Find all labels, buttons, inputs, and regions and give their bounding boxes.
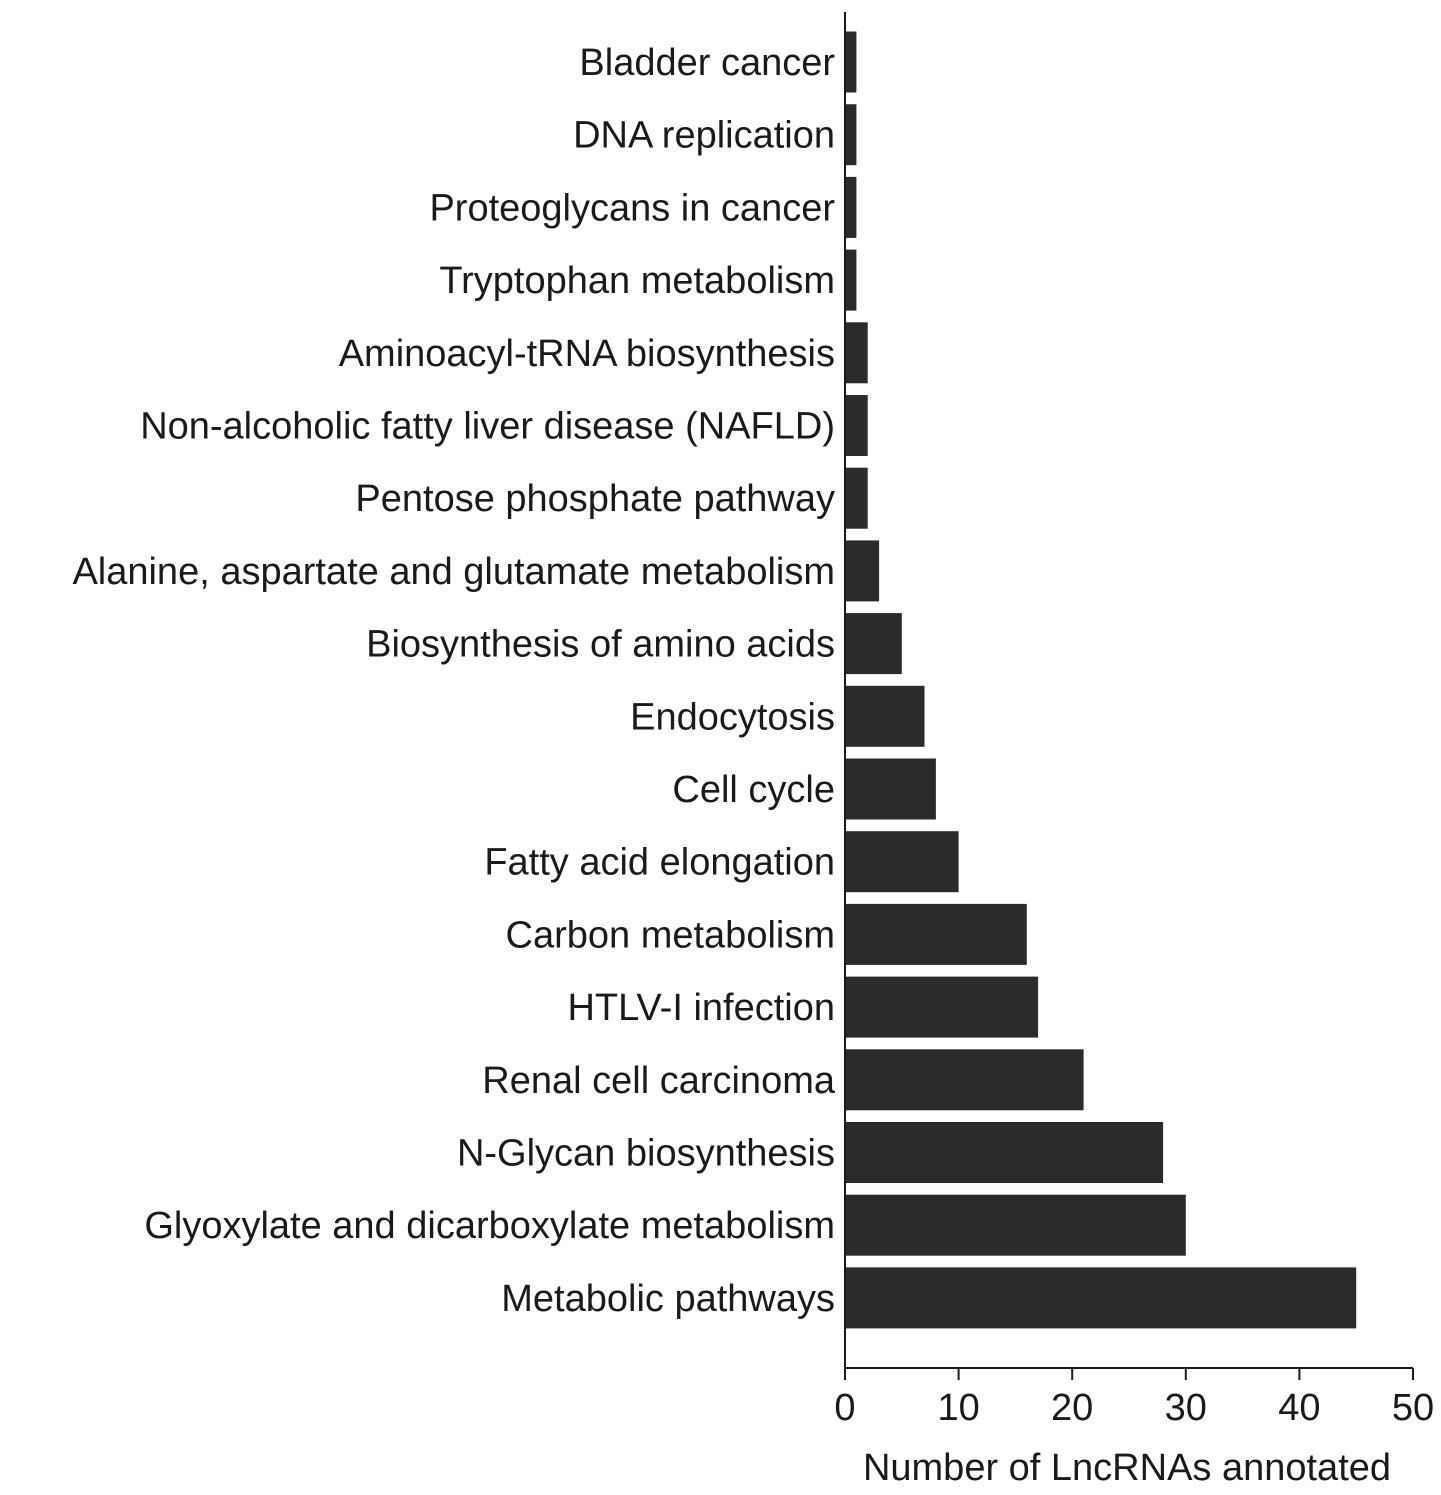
bar: [845, 903, 1027, 965]
bar: [845, 758, 936, 820]
x-tick-label: 10: [937, 1387, 979, 1429]
x-tick-label: 40: [1278, 1387, 1320, 1429]
bar: [845, 31, 857, 93]
x-tick-label: 0: [834, 1387, 855, 1429]
category-label: Carbon metabolism: [506, 914, 835, 956]
bar: [845, 613, 902, 675]
bar: [845, 1267, 1357, 1329]
category-label: HTLV-I infection: [567, 987, 835, 1029]
category-label: Non-alcoholic fatty liver disease (NAFLD…: [140, 406, 835, 448]
bar: [845, 685, 925, 747]
axes: 0 10 20 30 40 50: [834, 12, 1434, 1429]
category-label: Glyoxylate and dicarboxylate metabolism: [144, 1205, 835, 1247]
category-label: Biosynthesis of amino acids: [366, 624, 835, 666]
x-tick-label: 50: [1392, 1387, 1434, 1429]
x-axis-title: Number of LncRNAs annotated: [863, 1447, 1391, 1489]
category-label: Pentose phosphate pathway: [355, 478, 835, 520]
category-label: Bladder cancer: [579, 42, 835, 84]
bars-layer: [845, 31, 1357, 1329]
bar: [845, 976, 1039, 1038]
bar: [845, 540, 880, 602]
bar: [845, 1194, 1186, 1256]
category-label: Proteoglycans in cancer: [429, 187, 835, 229]
category-label: Metabolic pathways: [501, 1278, 835, 1320]
category-labels: Bladder cancer DNA replication Proteoglyca…: [72, 42, 835, 1320]
bar: [845, 249, 857, 311]
category-label: Cell cycle: [672, 769, 835, 811]
bar: [845, 176, 857, 238]
bar: [845, 467, 868, 529]
bar: [845, 1122, 1164, 1183]
x-tick-label: 30: [1165, 1387, 1207, 1429]
category-label: Renal cell carcinoma: [482, 1060, 836, 1102]
category-label: N-Glycan biosynthesis: [457, 1133, 835, 1175]
category-label: Fatty acid elongation: [484, 842, 835, 884]
bar: [845, 831, 959, 893]
bar: [845, 1049, 1084, 1111]
bar: [845, 395, 868, 456]
category-label: Tryptophan metabolism: [439, 260, 835, 302]
x-tick-label: 20: [1051, 1387, 1093, 1429]
category-label: Alanine, aspartate and glutamate metabol…: [72, 551, 835, 593]
bar: [845, 322, 868, 384]
bar: [845, 104, 857, 166]
category-label: DNA replication: [573, 115, 835, 157]
category-label: Aminoacyl-tRNA biosynthesis: [339, 333, 835, 375]
category-label: Endocytosis: [630, 696, 835, 738]
